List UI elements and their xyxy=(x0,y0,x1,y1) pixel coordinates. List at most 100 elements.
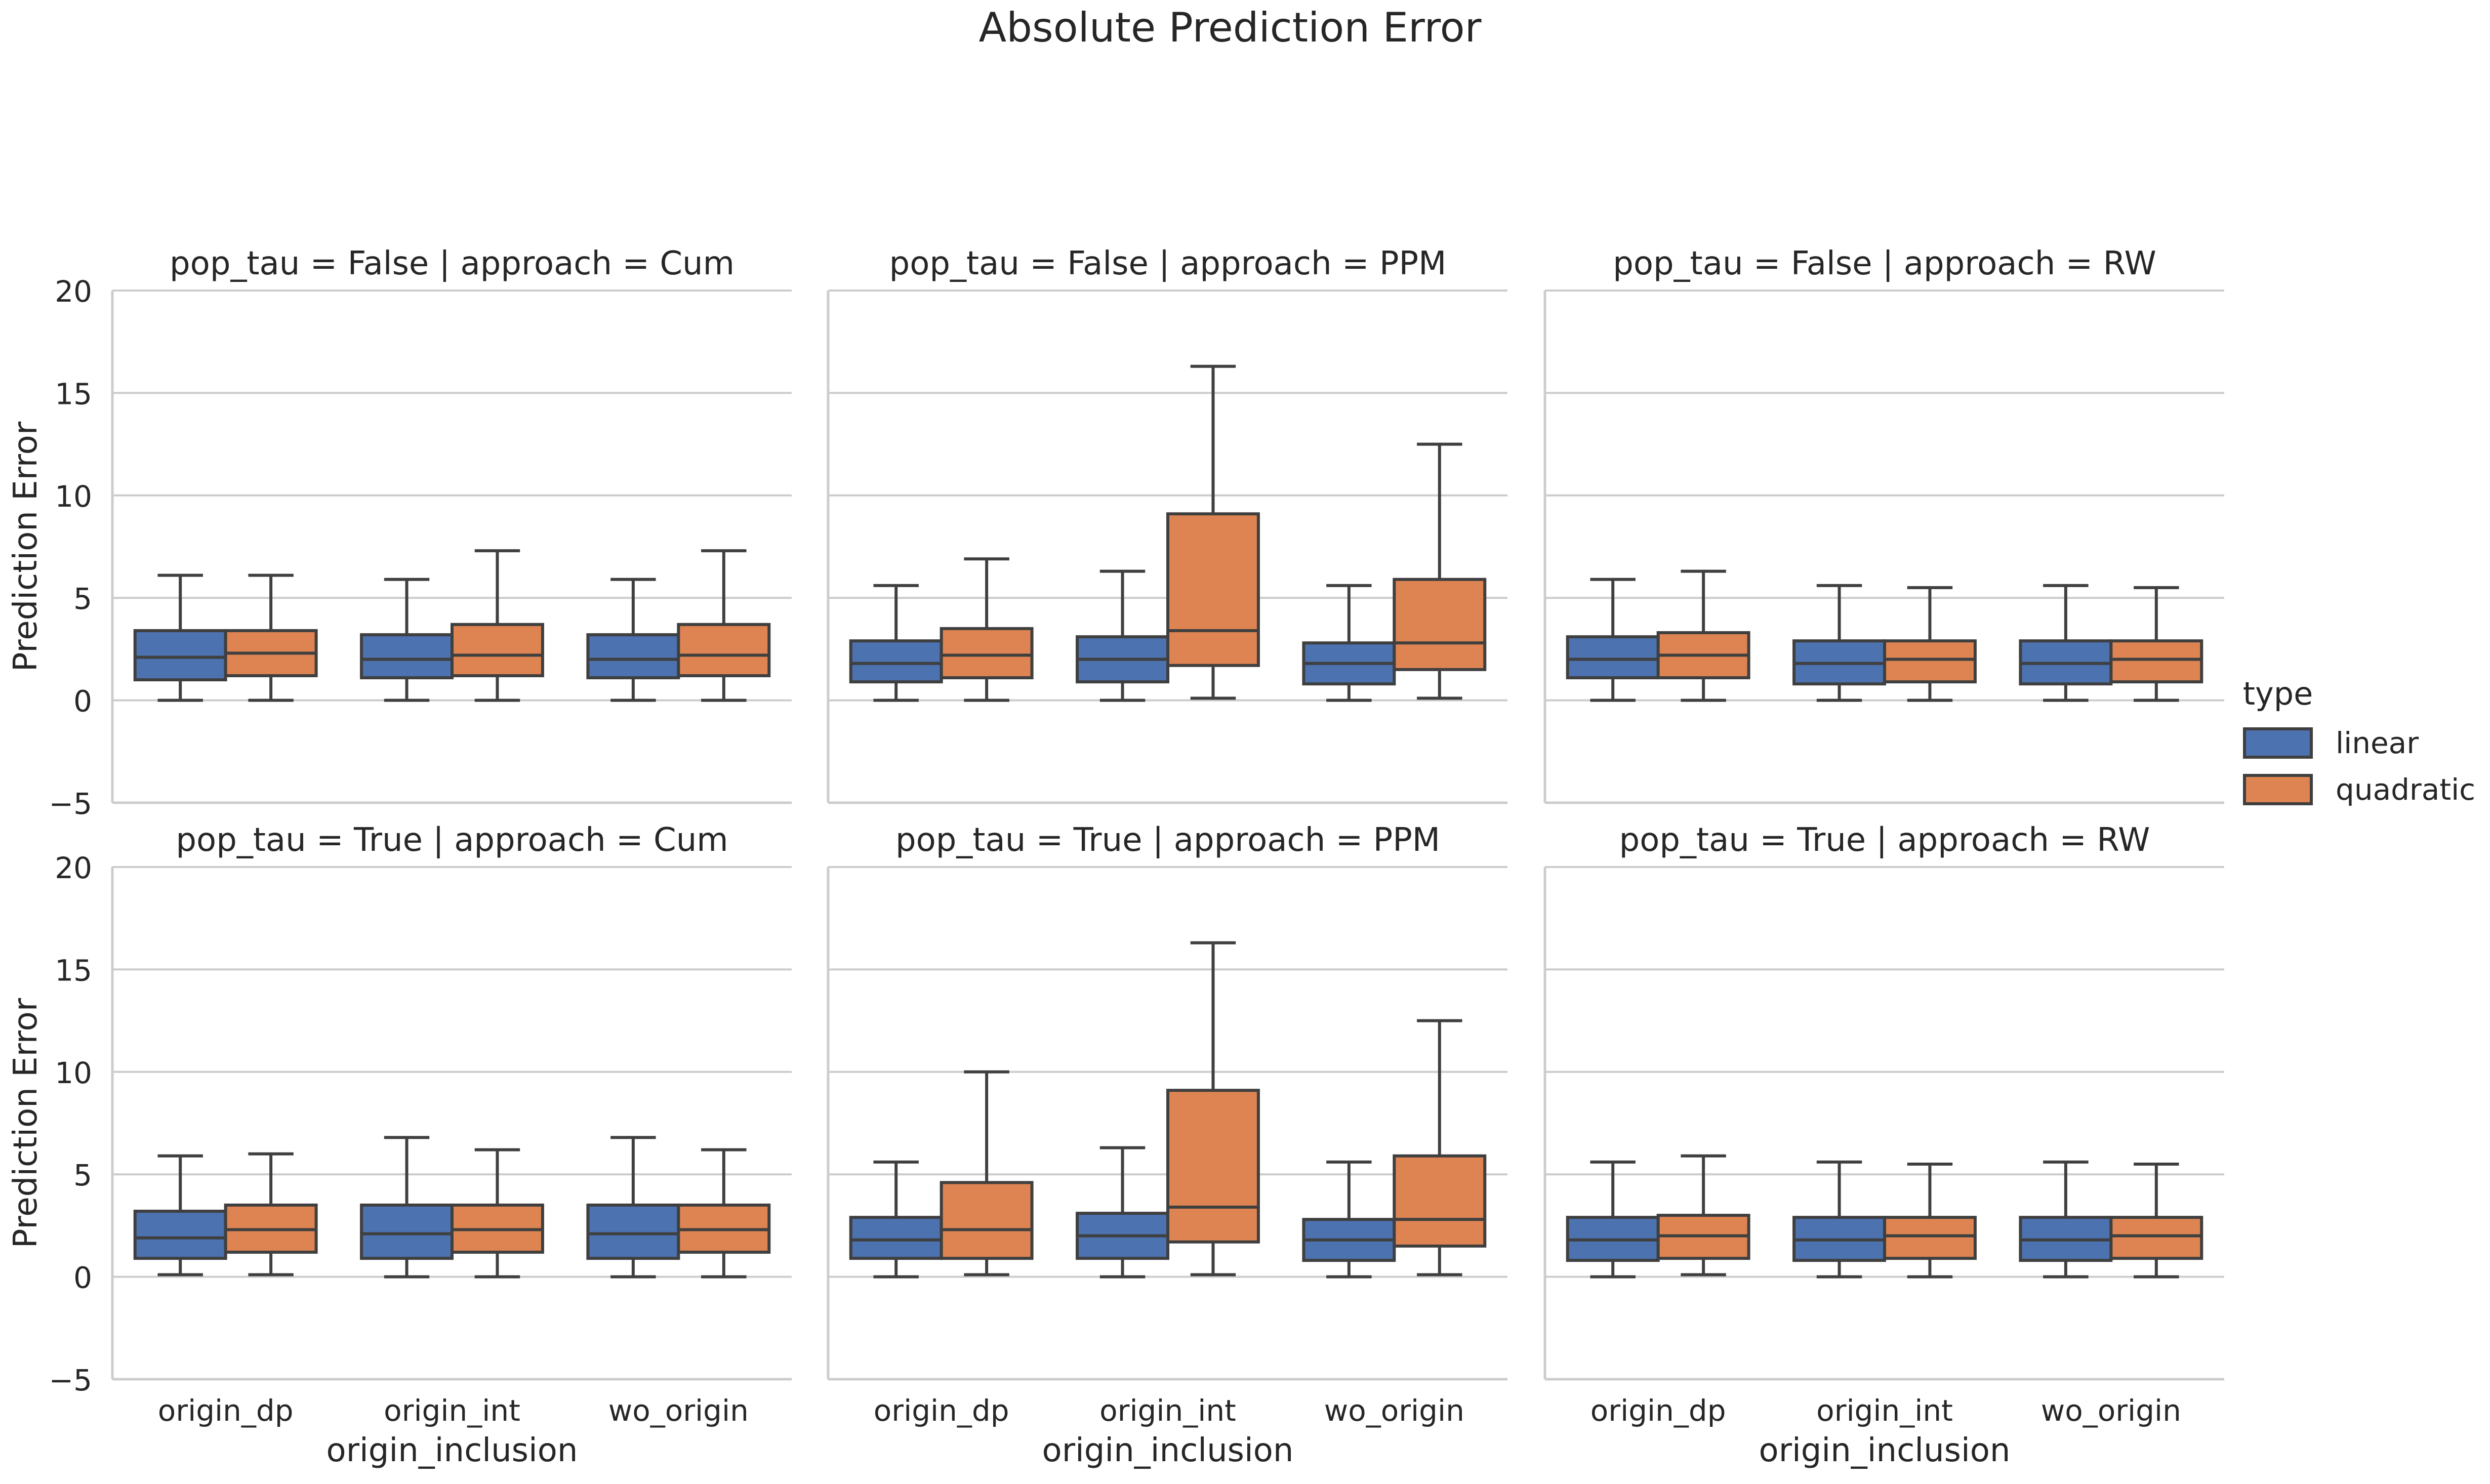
box-linear xyxy=(360,578,454,702)
legend-title: type xyxy=(2243,675,2313,712)
y-tick-label: 5 xyxy=(73,582,92,616)
x-tick-label: origin_int xyxy=(384,1393,520,1428)
box-linear xyxy=(1076,569,1169,702)
y-tick-label: −5 xyxy=(49,787,93,821)
box-linear xyxy=(1302,1160,1396,1279)
box-linear xyxy=(2019,1160,2113,1279)
box-linear xyxy=(586,1136,680,1279)
x-tick-label: origin_int xyxy=(1099,1393,1236,1428)
box-iqr xyxy=(677,623,771,678)
box-linear xyxy=(586,578,680,702)
box-iqr xyxy=(586,633,680,680)
legend-label-quadratic: quadratic xyxy=(2336,772,2475,807)
box-iqr xyxy=(940,1181,1034,1260)
box-iqr xyxy=(1393,1154,1487,1248)
box-iqr xyxy=(360,633,454,680)
box-quadratic xyxy=(224,573,318,702)
box-iqr xyxy=(586,1203,680,1260)
y-axis-label: Prediction Error xyxy=(7,421,45,672)
box-linear xyxy=(1076,1146,1169,1279)
facet-title: pop_tau = True | approach = RW xyxy=(1619,821,2150,859)
legend-swatch-linear xyxy=(2243,727,2313,759)
x-tick-label: wo_origin xyxy=(1324,1393,1464,1428)
box-linear xyxy=(1302,584,1396,702)
facet-title: pop_tau = False | approach = PPM xyxy=(889,245,1447,282)
facet-title: pop_tau = True | approach = PPM xyxy=(895,821,1440,859)
box-iqr xyxy=(1166,1089,1260,1244)
box-quadratic xyxy=(1656,1154,1750,1276)
box-linear xyxy=(1566,578,1660,702)
x-tick-label: origin_dp xyxy=(874,1393,1009,1428)
x-tick-label: origin_dp xyxy=(158,1393,294,1428)
y-tick-label: 0 xyxy=(73,1261,92,1295)
facet-panel: pop_tau = False | approach = PPM xyxy=(827,245,1507,804)
legend-label-linear: linear xyxy=(2336,726,2419,760)
box-linear xyxy=(1792,584,1886,702)
box-quadratic xyxy=(940,557,1034,702)
facet-panels: −5 0 5 10 15 20 pop_tau = False | approach = C… xyxy=(7,245,2224,1469)
x-axis-label: origin_inclusion xyxy=(1759,1432,2011,1469)
box-quadratic xyxy=(224,1152,318,1276)
box-iqr xyxy=(1566,635,1660,680)
box-quadratic xyxy=(1883,1162,1977,1279)
box-iqr xyxy=(133,1210,227,1260)
facet-panel: −5 0 5 10 15 20 pop_tau = True | approach = Cu… xyxy=(7,821,792,1469)
box-iqr xyxy=(451,623,544,678)
box-quadratic xyxy=(2109,586,2203,702)
box-quadratic xyxy=(1656,569,1750,702)
box-iqr xyxy=(2109,639,2203,684)
figure-title: Absolute Prediction Error xyxy=(979,4,1482,51)
box-quadratic xyxy=(677,1148,771,1279)
box-quadratic xyxy=(1883,586,1977,702)
x-axis-label: origin_inclusion xyxy=(326,1432,578,1469)
box-quadratic xyxy=(451,1148,544,1279)
facet-panel: pop_tau = True | approach = PPM origin_dp… xyxy=(827,821,1507,1469)
box-linear xyxy=(2019,584,2113,702)
x-axis-label: origin_inclusion xyxy=(1042,1432,1294,1469)
box-quadratic xyxy=(677,549,771,702)
x-tick-label: origin_int xyxy=(1816,1393,1953,1428)
box-linear xyxy=(1792,1160,1886,1279)
y-axis-label: Prediction Error xyxy=(7,998,45,1248)
box-iqr xyxy=(360,1203,454,1260)
box-iqr xyxy=(849,639,943,684)
legend: type linear quadratic xyxy=(2243,675,2475,807)
box-quadratic xyxy=(2109,1162,2203,1279)
y-tick-label: −5 xyxy=(49,1363,93,1397)
box-iqr xyxy=(133,629,227,682)
y-tick-label: 5 xyxy=(73,1158,92,1192)
box-quadratic xyxy=(451,549,544,702)
box-iqr xyxy=(1883,1216,1977,1260)
box-iqr xyxy=(1393,578,1487,671)
y-tick-label: 20 xyxy=(55,274,92,309)
box-iqr xyxy=(849,1216,943,1260)
y-tick-label: 0 xyxy=(73,684,92,719)
legend-swatch-quadratic xyxy=(2243,774,2313,805)
box-quadratic xyxy=(1166,941,1260,1276)
box-linear xyxy=(1566,1160,1660,1279)
x-tick-label: wo_origin xyxy=(608,1393,749,1428)
box-iqr xyxy=(2109,1216,2203,1260)
box-iqr xyxy=(1166,512,1260,667)
y-tick-label: 10 xyxy=(55,479,92,514)
facet-panel: pop_tau = False | approach = RW xyxy=(1543,245,2224,804)
box-quadratic xyxy=(1166,364,1260,700)
facet-panel: −5 0 5 10 15 20 pop_tau = False | approach = C… xyxy=(7,245,792,821)
box-quadratic xyxy=(1393,442,1487,700)
box-quadratic xyxy=(940,1070,1034,1276)
box-linear xyxy=(133,573,227,702)
y-tick-label: 15 xyxy=(55,377,92,411)
y-tick-label: 20 xyxy=(55,851,92,885)
x-tick-label: origin_dp xyxy=(1590,1393,1726,1428)
box-iqr xyxy=(940,627,1034,680)
facet-title: pop_tau = False | approach = Cum xyxy=(170,245,734,282)
facet-title: pop_tau = True | approach = Cum xyxy=(176,821,728,859)
box-linear xyxy=(360,1136,454,1279)
box-iqr xyxy=(1883,639,1977,684)
y-tick-label: 15 xyxy=(55,953,92,987)
y-tick-label: 10 xyxy=(55,1056,92,1090)
box-linear xyxy=(849,1160,943,1279)
facet-title: pop_tau = False | approach = RW xyxy=(1613,245,2156,282)
